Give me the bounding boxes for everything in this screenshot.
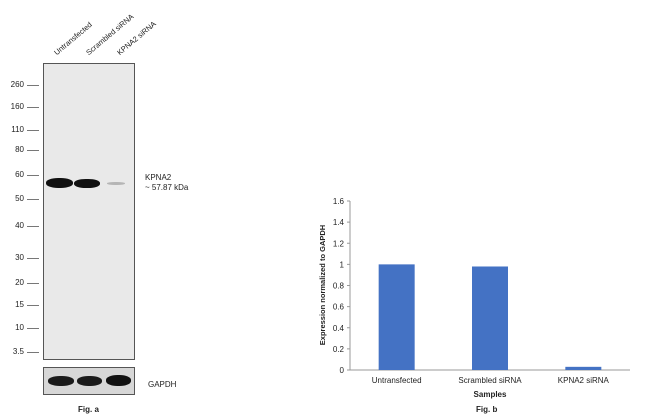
mw-tick	[27, 305, 39, 306]
mw-tick	[27, 130, 39, 131]
mw-tick	[27, 199, 39, 200]
band-untransfected	[46, 178, 73, 188]
bar-untransfected	[378, 264, 415, 370]
y-axis-title: Expression normalized to GAPDH	[318, 225, 327, 345]
x-tick-label: KPNA2 siRNA	[558, 376, 610, 385]
mw-marker-40: 40	[15, 221, 24, 230]
gapdh-band-kpna2-sirna	[106, 375, 131, 386]
figure-b-caption: Fig. b	[476, 405, 498, 414]
x-tick-label: Scrambled siRNA	[458, 376, 522, 385]
kpna2-blot-membrane	[43, 63, 135, 360]
mw-marker-260: 260	[10, 80, 24, 89]
mw-marker-3-5: 3.5	[12, 347, 24, 356]
y-tick-label: 0.2	[333, 345, 345, 354]
mw-marker-30: 30	[15, 253, 24, 262]
expression-bar-chart: 0 0.2 0.4 0.6 0.8 1 1.2 1.4 1.6 Untransfected Scr…	[318, 197, 630, 399]
y-tick-label: 0.4	[333, 324, 345, 333]
y-tick-label: 1	[340, 260, 345, 269]
x-axis-title: Samples	[474, 390, 507, 399]
y-axis: 0 0.2 0.4 0.6 0.8 1 1.2 1.4 1.6	[333, 197, 351, 375]
y-tick-label: 1.2	[333, 239, 345, 248]
band-kpna2-sirna	[107, 182, 125, 185]
mw-marker-15: 15	[15, 300, 24, 309]
x-tick-label: Untransfected	[372, 376, 422, 385]
y-tick-label: 1.6	[333, 197, 345, 206]
mw-marker-80: 80	[15, 145, 24, 154]
bar-scrambled-sirna	[472, 266, 508, 370]
mw-tick	[27, 226, 39, 227]
gapdh-band-untransfected	[48, 376, 74, 386]
y-tick-label: 1.4	[333, 218, 345, 227]
mw-marker-60: 60	[15, 170, 24, 179]
mw-tick	[27, 352, 39, 353]
mw-tick	[27, 85, 39, 86]
figure-a-caption: Fig. a	[78, 405, 99, 414]
mw-tick	[27, 328, 39, 329]
mw-marker-20: 20	[15, 278, 24, 287]
y-tick-label: 0.8	[333, 282, 345, 291]
y-tick-label: 0	[340, 366, 345, 375]
mw-tick	[27, 107, 39, 108]
gapdh-blot-membrane	[43, 367, 135, 395]
mw-tick	[27, 150, 39, 151]
mw-marker-160: 160	[10, 102, 24, 111]
gapdh-band-scrambled-sirna	[77, 376, 102, 386]
mw-marker-110: 110	[11, 125, 24, 134]
mw-tick	[27, 283, 39, 284]
y-tick-label: 0.6	[333, 303, 345, 312]
mw-tick	[27, 175, 39, 176]
band-scrambled-sirna	[74, 179, 100, 188]
mw-marker-10: 10	[15, 323, 24, 332]
mw-marker-50: 50	[15, 194, 24, 203]
target-size-label: ~ 57.87 kDa	[145, 183, 189, 192]
mw-tick	[27, 258, 39, 259]
target-label: KPNA2	[145, 173, 172, 182]
loading-control-label: GAPDH	[148, 380, 177, 389]
bar-kpna2-sirna	[565, 366, 602, 370]
